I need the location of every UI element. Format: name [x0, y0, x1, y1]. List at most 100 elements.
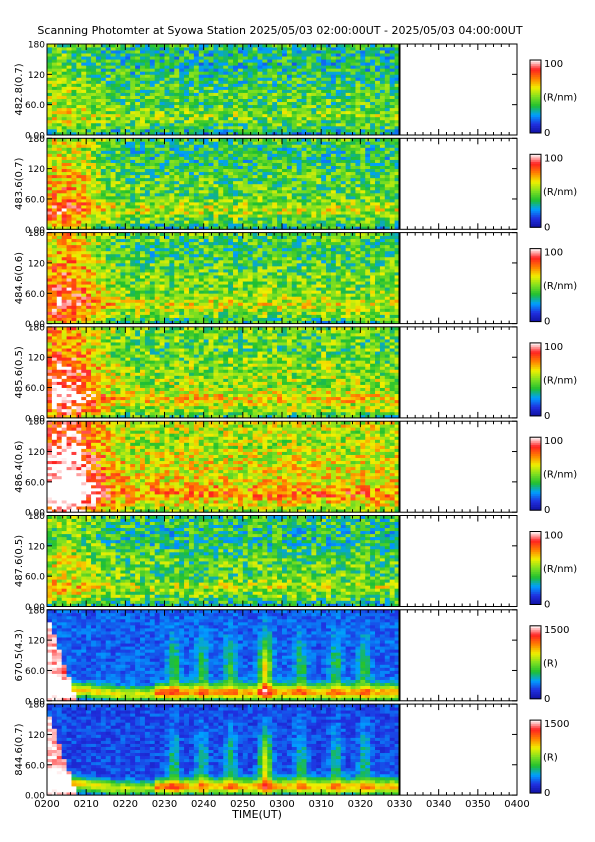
heatmap-cell — [228, 195, 234, 200]
heatmap-cell — [237, 53, 244, 57]
heatmap-cell — [252, 125, 258, 130]
heatmap-cell — [140, 98, 146, 103]
heatmap-cell — [350, 214, 356, 218]
heatmap-cell — [252, 122, 258, 127]
heatmap-cell — [86, 235, 92, 240]
heatmap-cell — [179, 74, 185, 78]
heatmap-cell — [257, 89, 263, 93]
heatmap-cell — [184, 71, 190, 75]
heatmap-cell — [56, 226, 63, 230]
heatmap-cell — [184, 180, 190, 185]
heatmap-cell — [71, 71, 77, 75]
heatmap-cell — [198, 171, 205, 176]
heatmap-cell — [267, 159, 273, 163]
heatmap-cell — [56, 208, 63, 212]
heatmap-cell — [272, 107, 278, 112]
heatmap-cell — [301, 138, 307, 142]
heatmap-cell — [56, 92, 63, 96]
heatmap-cell — [135, 125, 141, 130]
heatmap-cell — [95, 104, 102, 109]
heatmap-cell — [267, 208, 273, 212]
heatmap-cell — [237, 183, 244, 188]
heatmap-cell — [233, 65, 239, 69]
heatmap-cell — [154, 86, 161, 90]
heatmap-cell — [120, 159, 126, 163]
heatmap-cell — [301, 59, 307, 63]
heatmap-cell — [47, 131, 53, 136]
heatmap-cell — [384, 68, 391, 72]
heatmap-cell — [360, 183, 366, 188]
heatmap-cell — [282, 119, 288, 124]
heatmap-cell — [47, 53, 53, 57]
heatmap-cell — [321, 110, 327, 115]
heatmap-cell — [71, 217, 77, 221]
heatmap-cell — [193, 68, 200, 72]
heatmap-cell — [56, 95, 63, 99]
heatmap-cell — [340, 122, 347, 127]
heatmap-cell — [365, 116, 371, 121]
heatmap-cell — [184, 211, 190, 215]
heatmap-cell — [71, 189, 77, 194]
heatmap-cell — [91, 110, 97, 115]
heatmap-cell — [56, 214, 63, 218]
heatmap-cell — [105, 195, 112, 200]
heatmap-cell — [144, 147, 151, 151]
heatmap-cell — [326, 50, 332, 54]
heatmap-cell — [61, 223, 67, 227]
heatmap-cell — [233, 56, 239, 60]
heatmap-cell — [169, 186, 175, 191]
heatmap-cell — [159, 47, 165, 51]
heatmap-cell — [179, 107, 185, 112]
heatmap-cell — [56, 53, 63, 57]
heatmap-cell — [394, 205, 400, 209]
heatmap-cell — [335, 189, 342, 194]
heatmap-cell — [51, 125, 58, 130]
heatmap-cell — [184, 220, 190, 224]
heatmap-cell — [188, 80, 195, 84]
heatmap-cell — [394, 217, 400, 221]
heatmap-cell — [100, 214, 107, 218]
heatmap-cell — [370, 226, 376, 230]
heatmap-cell — [203, 156, 209, 160]
heatmap-cell — [345, 92, 351, 96]
heatmap-cell — [267, 59, 273, 63]
heatmap-cell — [86, 220, 92, 224]
heatmap-cell — [326, 198, 332, 203]
heatmap-cell — [272, 217, 278, 221]
heatmap-cell — [179, 141, 185, 145]
heatmap-cell — [51, 275, 58, 279]
colorbar-segment — [530, 96, 541, 99]
heatmap-cell — [311, 113, 317, 118]
heatmap-cell — [257, 195, 263, 200]
heatmap-cell — [91, 220, 97, 224]
heatmap-cell — [384, 156, 391, 160]
heatmap-cell — [86, 83, 92, 87]
heatmap-cell — [218, 59, 224, 63]
heatmap-cell — [262, 47, 268, 51]
heatmap-cell — [301, 195, 307, 200]
heatmap-cell — [267, 138, 273, 142]
heatmap-cell — [174, 65, 180, 69]
heatmap-cell — [198, 92, 205, 96]
heatmap-cell — [61, 165, 67, 170]
colorbar-segment — [530, 168, 541, 172]
heatmap-cell — [233, 195, 239, 200]
heatmap-cell — [188, 122, 195, 127]
heatmap-cell — [76, 293, 82, 297]
heatmap-cell — [316, 98, 322, 103]
heatmap-cell — [277, 44, 283, 48]
heatmap-cell — [330, 147, 337, 151]
heatmap-cell — [174, 92, 180, 96]
heatmap-cell — [51, 116, 58, 121]
heatmap-cell — [326, 180, 332, 185]
heatmap-cell — [218, 141, 224, 145]
heatmap-cell — [311, 50, 317, 54]
heatmap-cell — [311, 195, 317, 200]
heatmap-cell — [301, 165, 307, 170]
heatmap-cell — [370, 71, 376, 75]
heatmap-cell — [135, 186, 141, 191]
heatmap-cell — [394, 116, 400, 121]
heatmap-cell — [71, 174, 77, 179]
heatmap-cell — [105, 77, 112, 81]
heatmap-cell — [159, 150, 165, 154]
